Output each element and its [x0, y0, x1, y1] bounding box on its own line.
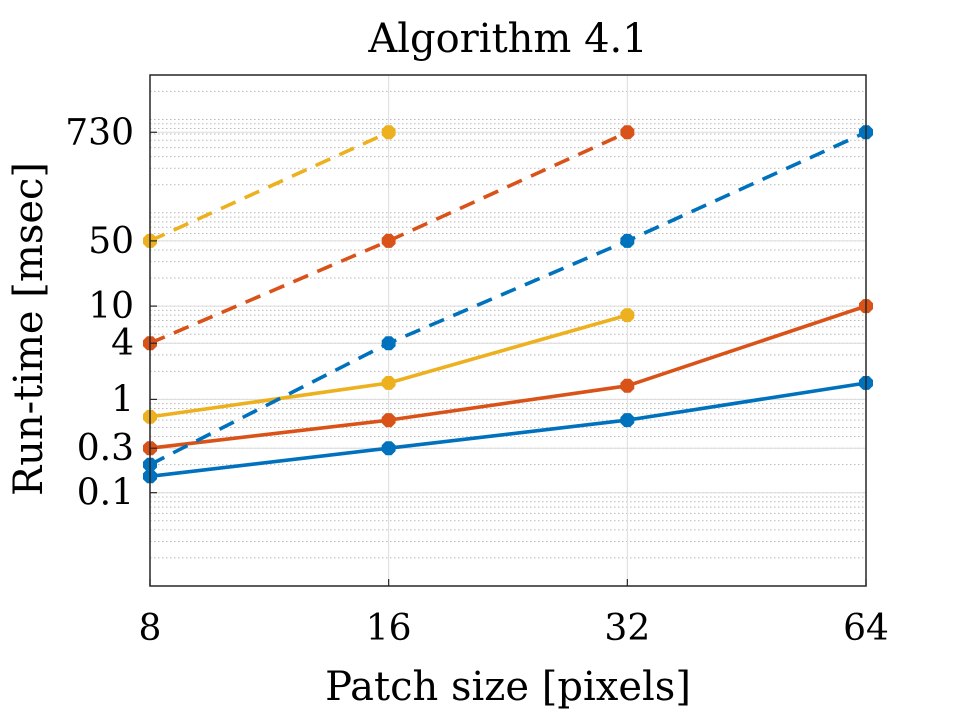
- data-point: [620, 125, 635, 140]
- x-tick-label: 16: [366, 608, 412, 649]
- chart-title: Algorithm 4.1: [367, 16, 647, 62]
- data-point: [620, 308, 635, 323]
- y-axis-label: Run-time [msec]: [6, 162, 52, 496]
- data-point: [381, 336, 396, 351]
- y-tick-labels: 0.10.3 1 410 50 730: [65, 112, 157, 514]
- y-tick-label: 0.1: [77, 473, 134, 514]
- x-tick-label: 32: [604, 608, 650, 649]
- data-point: [381, 441, 396, 456]
- data-point: [381, 376, 396, 390]
- data-point: [381, 125, 396, 140]
- y-tick-label: 730: [65, 112, 134, 153]
- series-layer: [143, 125, 873, 484]
- x-axis-label: Patch size [pixels]: [325, 664, 691, 710]
- x-tick-label: 64: [843, 608, 889, 649]
- series-line-5: [149, 130, 629, 345]
- series-line-4: [149, 130, 867, 467]
- y-tick-label: 0.3: [77, 428, 134, 469]
- y-tick-label: 10: [88, 286, 134, 327]
- data-point: [620, 233, 635, 248]
- series-line-2: [149, 304, 867, 450]
- grid: [149, 75, 867, 586]
- x-tick-label: 8: [139, 608, 162, 649]
- data-point: [620, 378, 635, 393]
- x-tick-labels: 8 16 32 64: [139, 579, 889, 649]
- series-line-1: [149, 381, 867, 479]
- data-point: [620, 413, 635, 428]
- data-point: [381, 233, 396, 248]
- y-tick-label: 4: [111, 323, 134, 364]
- data-point: [381, 413, 396, 428]
- y-tick-label: 50: [88, 221, 134, 262]
- plot-frame: [149, 74, 867, 587]
- y-tick-label: 1: [111, 379, 134, 420]
- series-line-6: [149, 130, 390, 243]
